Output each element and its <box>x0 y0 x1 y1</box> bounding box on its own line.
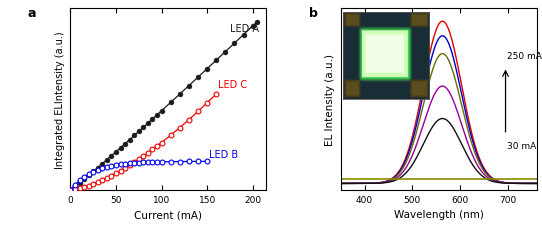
X-axis label: Wavelength (nm): Wavelength (nm) <box>393 209 483 219</box>
Text: 250 mA: 250 mA <box>507 52 542 61</box>
Text: LED A: LED A <box>230 24 259 34</box>
Text: LED B: LED B <box>209 149 238 159</box>
Y-axis label: Integrated ELIntensity (a.u.): Integrated ELIntensity (a.u.) <box>55 31 65 168</box>
Y-axis label: EL Intensity (a.u.): EL Intensity (a.u.) <box>325 54 335 145</box>
Text: b: b <box>309 7 318 20</box>
Text: 30 mA: 30 mA <box>507 142 536 151</box>
Text: a: a <box>28 7 36 20</box>
X-axis label: Current (mA): Current (mA) <box>134 209 202 219</box>
Text: LED C: LED C <box>218 80 247 90</box>
